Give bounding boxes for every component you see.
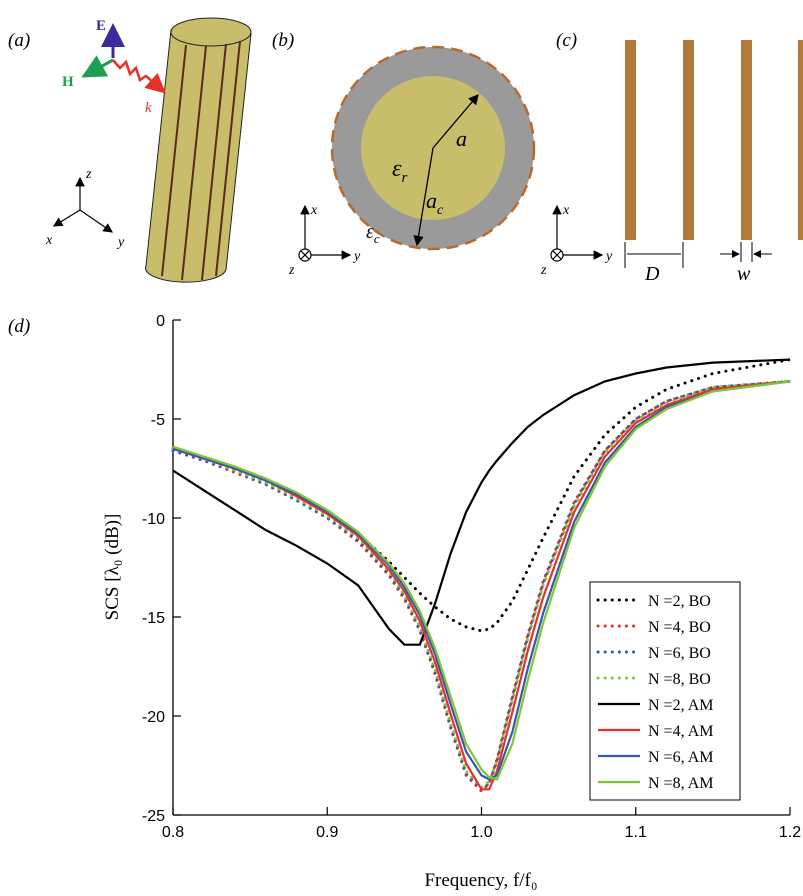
series-line [172, 380, 791, 781]
legend-label: N =6, AM [648, 749, 713, 766]
radius-a [432, 94, 479, 149]
strips [161, 40, 241, 281]
y-axis-label: SCS [λ₀ (dB)] [102, 514, 123, 621]
x-tick-label: 0.9 [316, 824, 338, 841]
e-label: E [96, 18, 106, 34]
x-axis-label: Frequency, f/f₀ [424, 870, 537, 891]
panel-a: (a) E H k z x y [8, 17, 252, 283]
x-tick-label: 0.8 [162, 824, 184, 841]
x-tick-label: 1.0 [470, 824, 492, 841]
y-tick-label: -25 [142, 808, 165, 825]
axis-label: y [116, 235, 125, 250]
panel-b: (b) εr a ac εc x z y [272, 30, 536, 278]
x-tick-label: 1.2 [779, 824, 801, 841]
h-arrow [81, 55, 114, 78]
legend-label: N =4, BO [648, 619, 711, 636]
x-tick-label: 1.1 [625, 824, 647, 841]
d-label: D [644, 263, 660, 285]
k-label: k [145, 100, 152, 116]
ac-label: ac [426, 188, 444, 218]
cylinder-top [170, 17, 252, 47]
series-line [171, 358, 792, 633]
y-tick-label: 0 [156, 313, 165, 330]
y-tick-label: -5 [151, 412, 165, 429]
axis-label: x [310, 203, 318, 218]
legend-label: N =8, AM [648, 775, 713, 792]
eps-r: εr [392, 156, 407, 186]
dimensions [624, 242, 772, 268]
y-tick-label: -20 [142, 709, 165, 726]
h-label: H [62, 74, 74, 90]
eps-c: εc [366, 221, 380, 246]
k-arrow [112, 59, 166, 94]
legend-label: N =6, BO [648, 645, 711, 662]
y-tick-label: -10 [142, 511, 165, 528]
panel-label: (d) [8, 316, 30, 337]
panel-label: (b) [272, 30, 294, 51]
axes-c [550, 204, 604, 262]
legend-label: N =2, BO [648, 593, 711, 610]
legend-label: N =2, AM [648, 697, 713, 714]
axis-label: y [352, 249, 361, 264]
axis-label: z [85, 167, 92, 182]
series-line [171, 379, 792, 790]
axes-b [298, 204, 352, 262]
radius-ac [413, 147, 434, 247]
y-tick-label: -15 [142, 610, 165, 627]
cylinder [145, 29, 252, 283]
a-label: a [456, 126, 467, 151]
axis-label: z [288, 263, 295, 278]
axes-a [52, 176, 113, 233]
series-line [172, 380, 791, 791]
strips [625, 40, 803, 240]
panel-label: (c) [556, 30, 577, 51]
legend-label: N =8, BO [648, 671, 711, 688]
axis-label: x [45, 233, 53, 248]
axis-label: z [540, 263, 547, 278]
legend-label: N =4, AM [648, 723, 713, 740]
panel-c: (c) D w x z y [540, 30, 803, 285]
w-label: w [737, 263, 751, 285]
axis-label: y [604, 249, 613, 264]
series-line [172, 380, 791, 781]
legend-box [589, 581, 741, 801]
series-line [172, 358, 791, 646]
plot: 0.8 0.9 1.0 1.1 1.2 0 -5 -10 -15 -20 -25 N =2, BO N … [142, 313, 801, 841]
panel-label: (a) [8, 30, 30, 51]
axis-label: x [562, 203, 570, 218]
